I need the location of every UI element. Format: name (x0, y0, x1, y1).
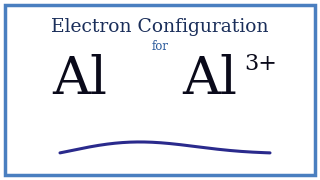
Text: 3+: 3+ (244, 53, 277, 75)
Text: Al: Al (52, 55, 108, 105)
Text: Electron Configuration: Electron Configuration (51, 18, 269, 36)
Text: Al: Al (182, 55, 237, 105)
FancyBboxPatch shape (5, 5, 315, 175)
Text: for: for (151, 40, 169, 53)
